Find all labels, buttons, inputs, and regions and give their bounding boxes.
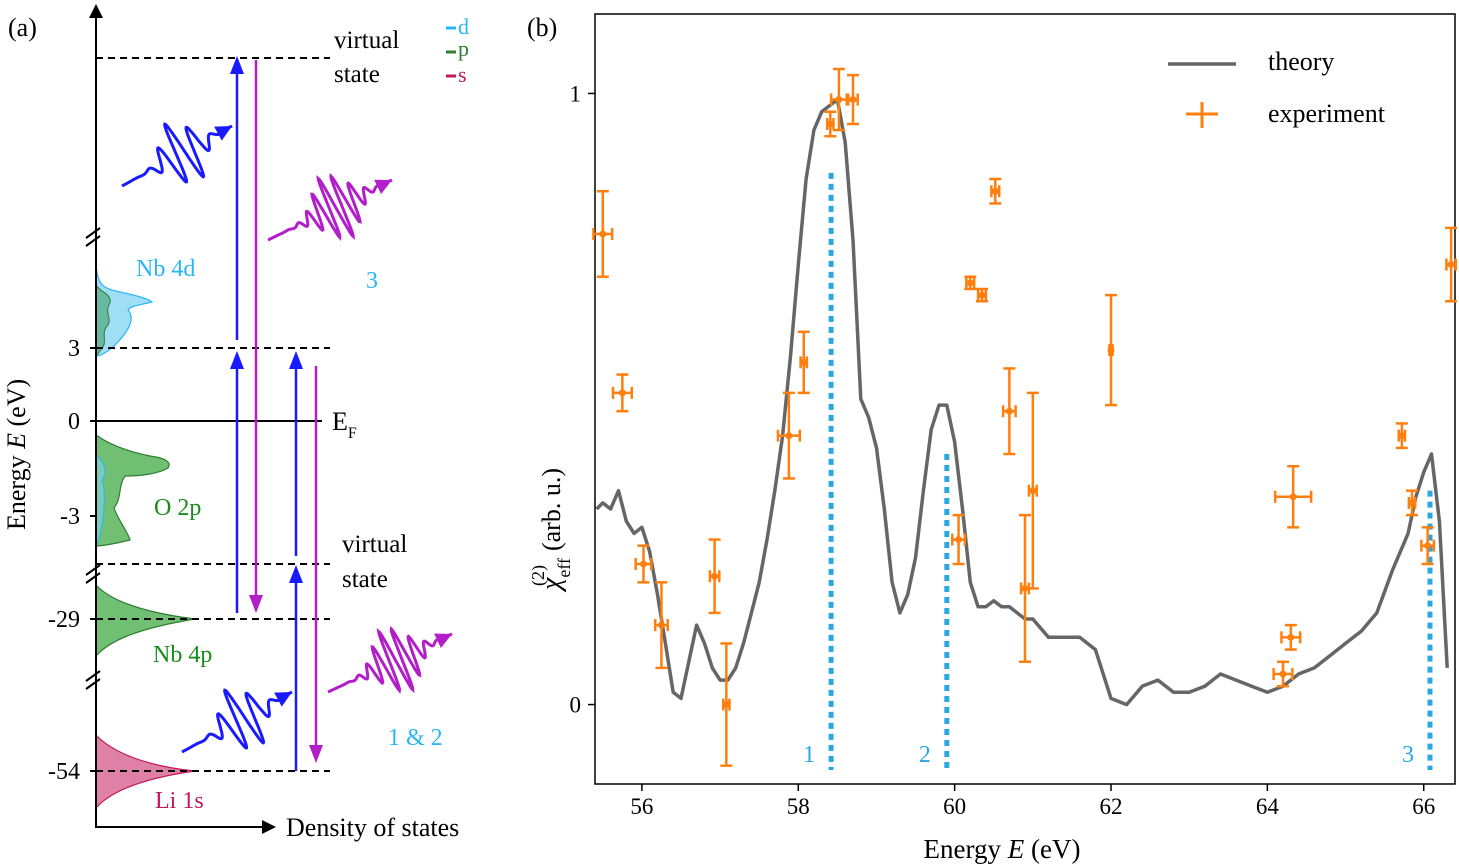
dos-curves	[95, 264, 196, 810]
process-label-1-2: 1 & 2	[388, 725, 443, 751]
x-tick-label: 58	[787, 794, 810, 819]
experiment-point	[976, 287, 988, 303]
plot-content: 56 58 60 62 64 66 0 1 1 2 3	[570, 67, 1458, 819]
experiment-point	[1420, 526, 1436, 566]
experiment-point	[1105, 293, 1117, 407]
tick-label-minus3: -3	[60, 504, 80, 530]
experiment-point	[1280, 623, 1302, 651]
y-tick-label: 1	[570, 81, 582, 106]
panel-a-label: (a)	[8, 13, 37, 42]
experiment-point	[1406, 489, 1418, 517]
experiment-point	[653, 581, 669, 670]
peak-label-3: 3	[1402, 742, 1414, 768]
experiment-point	[989, 177, 1002, 205]
experiment-point	[797, 330, 810, 395]
o2p-d-dos	[95, 453, 106, 547]
legend-s-label: s	[458, 62, 467, 87]
virtual-state-top-label-1: virtual	[334, 27, 399, 54]
photon-out-upper	[267, 172, 393, 242]
experiment-point	[592, 189, 614, 279]
dos-axis-label: Density of states	[286, 813, 459, 842]
experiment-point	[1026, 391, 1039, 590]
chi-axis-label: χeff(2)(arb. u.)	[528, 468, 574, 593]
tick-label-0: 0	[68, 409, 80, 435]
x-tick-label: 56	[630, 794, 653, 819]
x-tick-label: 62	[1100, 794, 1123, 819]
nb4d-label: Nb 4d	[136, 256, 195, 282]
plot-legend: theory experiment	[1168, 47, 1386, 128]
fermi-label: EF	[332, 407, 357, 442]
experiment-point	[1445, 226, 1458, 303]
energy-axis-arrowhead	[89, 4, 103, 18]
photon-in-lower	[181, 688, 293, 754]
x-tick-label: 60	[943, 794, 966, 819]
orbital-legend: d p s	[446, 14, 469, 87]
tick-label-3: 3	[68, 336, 80, 362]
tick-label-minus54: -54	[48, 759, 80, 785]
legend-experiment-label: experiment	[1268, 99, 1386, 128]
panel-b: (b) 56 58 60 62 64 66 0 1 1 2 3 χeff(2)(arb. u.) E…	[527, 13, 1458, 864]
nb4p-label: Nb 4p	[153, 642, 212, 668]
energy-x-axis-label: Energy E (eV)	[924, 834, 1081, 864]
peak-label-2: 2	[919, 742, 931, 768]
li1s-label: Li 1s	[155, 788, 204, 814]
o2p-p-dos	[95, 433, 170, 547]
nb4d-p-dos	[95, 283, 111, 357]
plot-frame	[594, 13, 1456, 785]
experiment-point	[776, 391, 802, 480]
x-tick-label: 66	[1412, 794, 1435, 819]
theory-line	[595, 97, 1449, 707]
x-tick-label: 64	[1256, 794, 1280, 819]
experiment-point	[1001, 367, 1017, 456]
virtual-state-top-label-2: state	[334, 61, 380, 88]
panel-b-label: (b)	[527, 13, 557, 42]
experiment-point	[634, 544, 653, 584]
legend-experiment-swatch	[1186, 102, 1218, 128]
o2p-label: O 2p	[154, 495, 201, 521]
upper-transitions	[230, 56, 263, 613]
experiment-point	[1273, 464, 1313, 529]
experiment-point	[720, 642, 733, 767]
experiment-point	[708, 538, 721, 615]
peak-label-1: 1	[803, 742, 815, 768]
virtual-state-bottom-label-1: virtual	[342, 531, 407, 558]
legend-theory-label: theory	[1268, 47, 1334, 76]
axis-breaks	[85, 227, 101, 690]
panel-a: (a) 3 0 -3	[2, 4, 469, 842]
experiment-point	[829, 67, 848, 132]
photon-wave-packets	[121, 122, 453, 754]
energy-axis-label: Energy E (eV)	[2, 379, 31, 530]
photon-out-lower	[327, 625, 453, 694]
experiment-point	[951, 513, 967, 566]
experiment-point	[1395, 422, 1408, 450]
process-label-3: 3	[366, 268, 378, 294]
y-tick-label: 0	[570, 693, 582, 718]
legend-d-label: d	[458, 14, 469, 39]
legend-p-label: p	[458, 36, 469, 61]
axis-ticks: 56 58 60 62 64 66 0 1	[570, 81, 1436, 819]
virtual-state-bottom-label-2: state	[342, 566, 388, 593]
lower-transitions	[289, 351, 323, 771]
experiment-point	[824, 110, 837, 138]
experiment-point	[964, 275, 977, 291]
energy-ticks: 3 0 -3 -29 -54	[48, 336, 96, 785]
dos-axis-arrowhead	[262, 820, 276, 834]
experiment-point	[1272, 660, 1294, 688]
photon-in-upper	[121, 122, 233, 188]
tick-label-minus29: -29	[48, 607, 80, 633]
experiment-point	[611, 373, 633, 413]
experiment-point	[847, 73, 859, 126]
